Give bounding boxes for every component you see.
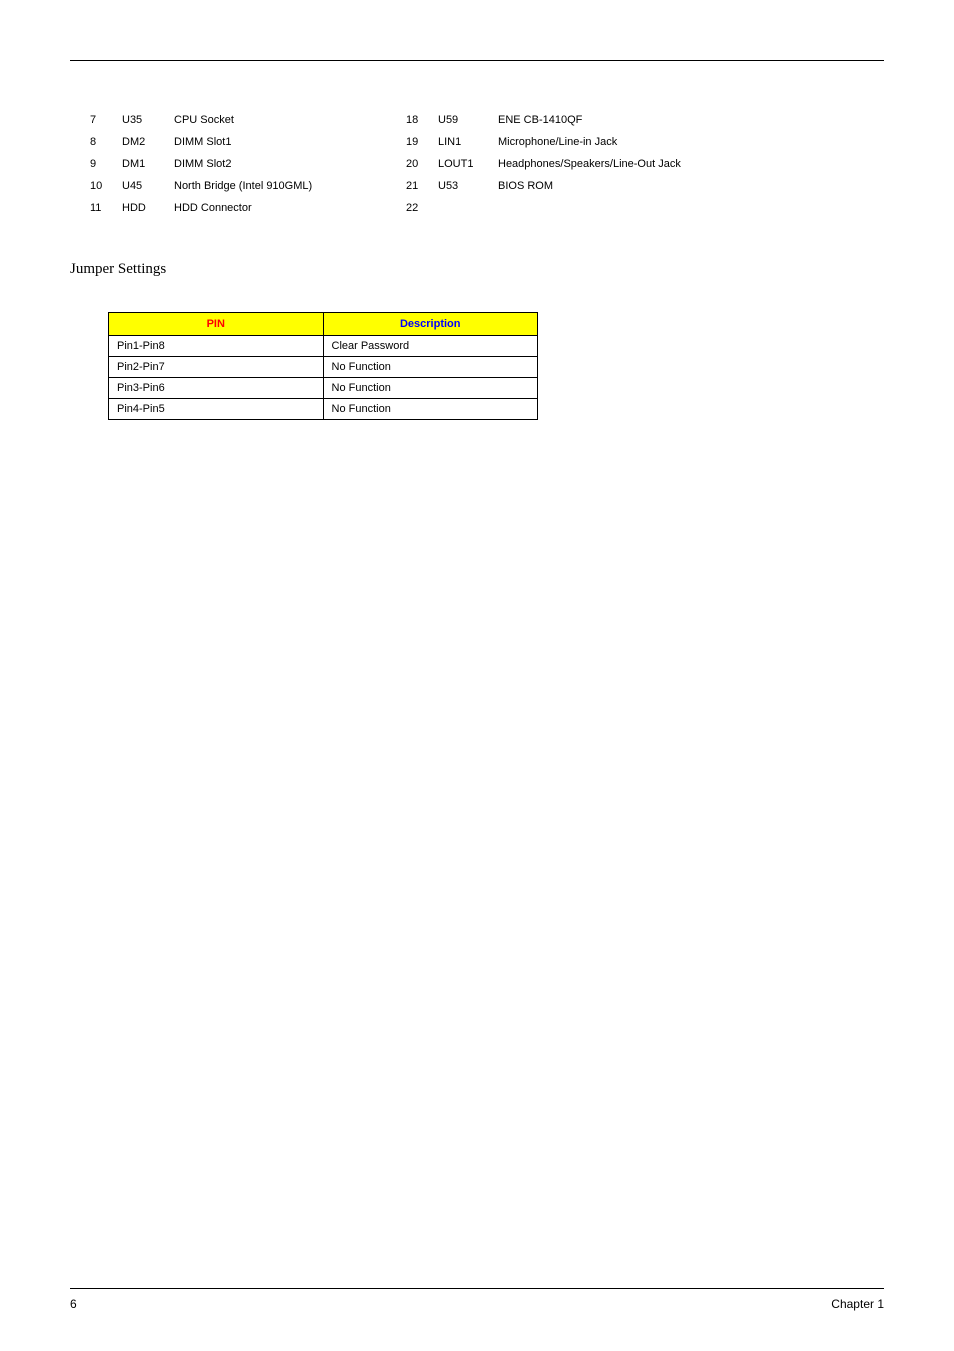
connector-left-block: 7 8 9 10 11 U35 DM2 DM1 U45 HDD CPU Sock… xyxy=(90,109,406,219)
ct-ref: LIN1 xyxy=(438,131,498,153)
top-rule xyxy=(70,60,884,61)
table-row: Pin1-Pin8 Clear Password xyxy=(109,336,538,357)
ct-num: 20 xyxy=(406,153,438,175)
ct-num: 9 xyxy=(90,153,122,175)
ct-ref: U35 xyxy=(122,109,174,131)
jumper-desc: Clear Password xyxy=(323,336,538,357)
ct-desc: Microphone/Line-in Jack xyxy=(498,131,681,153)
connector-table: 7 8 9 10 11 U35 DM2 DM1 U45 HDD CPU Sock… xyxy=(90,109,884,219)
ct-num: 8 xyxy=(90,131,122,153)
connector-right-block: 18 19 20 21 22 U59 LIN1 LOUT1 U53 ENE CB… xyxy=(406,109,681,219)
ct-num: 22 xyxy=(406,197,438,219)
ct-ref: U45 xyxy=(122,175,174,197)
ct-num: 11 xyxy=(90,197,122,219)
ct-desc: DIMM Slot1 xyxy=(174,131,406,153)
ct-num: 21 xyxy=(406,175,438,197)
ct-num: 10 xyxy=(90,175,122,197)
ct-ref: DM2 xyxy=(122,131,174,153)
table-row: Pin3-Pin6 No Function xyxy=(109,378,538,399)
jumper-desc: No Function xyxy=(323,357,538,378)
ct-num: 18 xyxy=(406,109,438,131)
jumper-desc: No Function xyxy=(323,399,538,420)
ct-ref: U53 xyxy=(438,175,498,197)
ct-num: 7 xyxy=(90,109,122,131)
jumper-pin: Pin4-Pin5 xyxy=(109,399,324,420)
jumper-pin: Pin1-Pin8 xyxy=(109,336,324,357)
ct-desc xyxy=(498,197,681,219)
table-row: Pin4-Pin5 No Function xyxy=(109,399,538,420)
jumper-table-wrap: PIN Description Pin1-Pin8 Clear Password… xyxy=(108,312,884,420)
ct-ref: DM1 xyxy=(122,153,174,175)
chapter-label: Chapter 1 xyxy=(831,1297,884,1311)
ct-ref xyxy=(438,197,498,219)
page-footer: 6 Chapter 1 xyxy=(70,1288,884,1311)
jumper-desc: No Function xyxy=(323,378,538,399)
ct-desc: North Bridge (Intel 910GML) xyxy=(174,175,406,197)
section-heading: Jumper Settings xyxy=(70,261,884,278)
jumper-pin: Pin2-Pin7 xyxy=(109,357,324,378)
ct-num: 19 xyxy=(406,131,438,153)
ct-ref: LOUT1 xyxy=(438,153,498,175)
ct-desc: Headphones/Speakers/Line-Out Jack xyxy=(498,153,681,175)
ct-desc: DIMM Slot2 xyxy=(174,153,406,175)
ct-desc: ENE CB-1410QF xyxy=(498,109,681,131)
ct-desc: HDD Connector xyxy=(174,197,406,219)
jumper-pin: Pin3-Pin6 xyxy=(109,378,324,399)
jumper-table: PIN Description Pin1-Pin8 Clear Password… xyxy=(108,312,538,420)
ct-ref: HDD xyxy=(122,197,174,219)
ct-ref: U59 xyxy=(438,109,498,131)
page-number: 6 xyxy=(70,1297,77,1311)
ct-desc: CPU Socket xyxy=(174,109,406,131)
ct-desc: BIOS ROM xyxy=(498,175,681,197)
table-row: Pin2-Pin7 No Function xyxy=(109,357,538,378)
jumper-header-desc: Description xyxy=(323,313,538,336)
jumper-header-pin: PIN xyxy=(109,313,324,336)
